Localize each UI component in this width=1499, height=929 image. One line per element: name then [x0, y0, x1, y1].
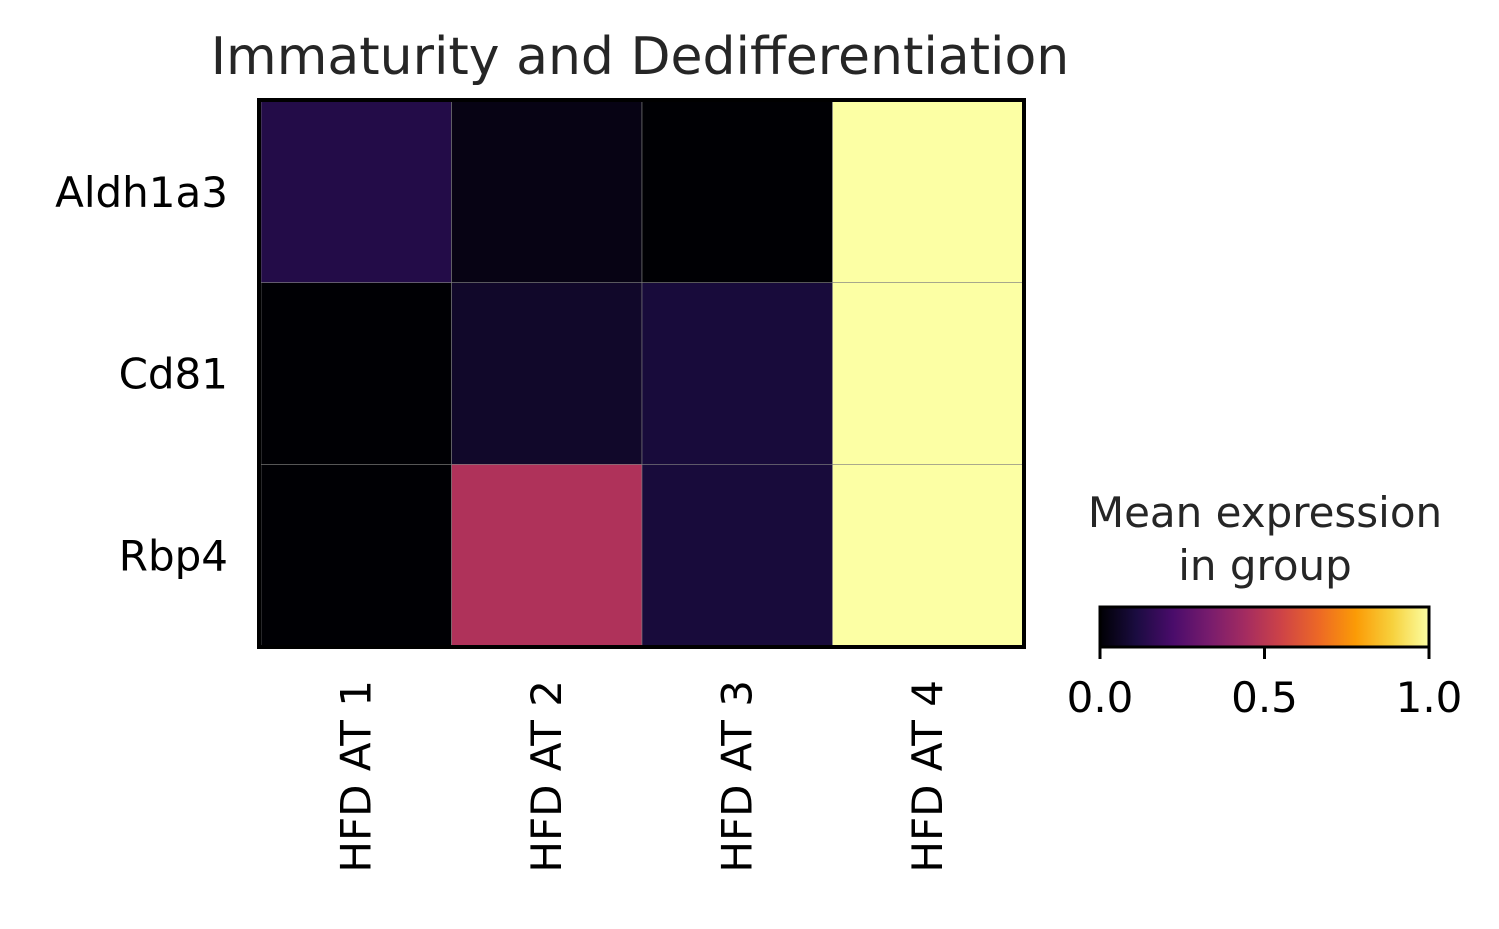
row-label: Aldh1a3	[55, 168, 228, 217]
heatmap-cell	[641, 464, 833, 647]
heatmap-cell	[260, 464, 452, 647]
row-label: Rbp4	[119, 531, 228, 580]
column-labels: HFD AT 1 HFD AT 2 HFD AT 3 HFD AT 4	[331, 680, 952, 873]
heatmap-cell	[641, 100, 833, 283]
column-label: HFD AT 2	[522, 680, 571, 873]
heatmap-cells	[260, 100, 1024, 647]
chart-title: Immaturity and Dedifferentiation	[211, 27, 1070, 87]
colorbar-tick-label: 0.5	[1231, 673, 1298, 722]
column-label: HFD AT 1	[331, 680, 380, 873]
heatmap-cell	[641, 282, 833, 465]
heatmap-cell	[451, 282, 643, 465]
colorbar-title-line-2: in group	[1178, 541, 1352, 590]
heatmap-cell	[832, 100, 1024, 283]
column-label: HFD AT 3	[712, 680, 761, 873]
colorbar	[1098, 605, 1431, 649]
colorbar-ticks: 0.0 0.5 1.0	[1067, 647, 1463, 722]
row-label: Cd81	[119, 350, 228, 399]
heatmap-cell	[451, 464, 643, 647]
heatmap-cell	[832, 282, 1024, 465]
colorbar-tick-label: 1.0	[1396, 673, 1463, 722]
heatmap-cell	[832, 464, 1024, 647]
heatmap-cell	[260, 282, 452, 465]
colorbar-tick-label: 0.0	[1067, 673, 1134, 722]
heatmap-cell	[451, 100, 643, 283]
colorbar-title-line-1: Mean expression	[1088, 488, 1442, 537]
heatmap-frame	[257, 98, 1026, 649]
row-labels: Aldh1a3 Cd81 Rbp4	[55, 168, 228, 580]
heatmap-cell	[260, 100, 452, 283]
column-label: HFD AT 4	[903, 680, 952, 873]
